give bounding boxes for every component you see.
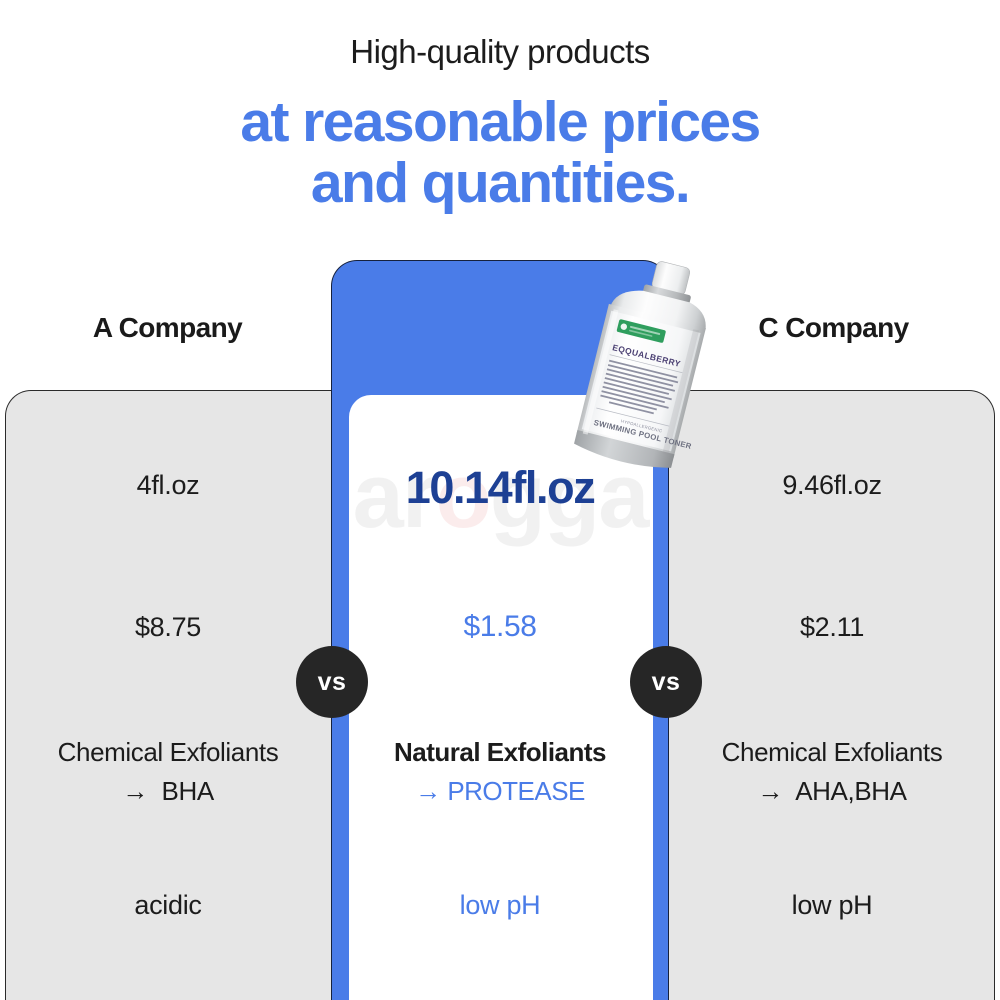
arrow-icon: → [122,776,148,806]
exfoliant-cell-a: Chemical Exfoliants → BHA [5,733,331,811]
headline-block: High-quality products at reasonable pric… [0,32,1000,214]
headline-main: at reasonable prices and quantities. [0,89,1000,215]
volume-value-c: 9.46fl.oz [782,470,882,500]
comparison-panel-a [5,390,331,1000]
price-value-a: $8.75 [134,612,202,642]
headline-main-line2: and quantities. [310,150,691,215]
exfoliant-type-center: Natural Exfoliants [393,737,607,767]
exfoliant-detail-a: → BHA [5,772,331,811]
price-value-c: $2.11 [799,612,865,642]
arrow-icon: → [415,776,441,806]
exfoliant-value-a: BHA [161,776,215,806]
ph-value-center: low pH [459,890,541,920]
exfoliant-value-center: PROTEASE [447,776,585,806]
exfoliant-cell-center: Natural Exfoliants → PROTEASE [348,733,652,811]
ph-value-c: low pH [791,890,873,920]
exfoliant-type-a: Chemical Exfoliants [57,737,279,767]
exfoliant-detail-c: → AHA,BHA [669,772,995,811]
column-header-c: C Company [758,312,909,343]
product-bottle-image: EQQUALBERRY HYPOALLERGENIC SWIMMING POOL… [574,261,706,468]
headline-main-line1: at reasonable prices [240,89,761,154]
vs-badge-left: vs [296,646,368,718]
exfoliant-detail-center: → PROTEASE [348,772,652,811]
volume-value-a: 4fl.oz [136,470,200,500]
arrow-icon: → [757,776,784,806]
exfoliant-type-c: Chemical Exfoliants [721,737,943,767]
volume-value-center: 10.14fl.oz [405,462,596,513]
comparison-panel-c [669,390,995,1000]
featured-title-line1: Swimming Pool [63,40,275,72]
exfoliant-cell-c: Chemical Exfoliants → AHA,BHA [669,733,995,811]
featured-title-line2: Toner [130,77,208,110]
column-header-a: A Company [92,312,243,343]
ph-value-a: acidic [134,890,202,920]
headline-subtitle: High-quality products [350,33,650,70]
exfoliant-value-c: AHA,BHA [795,776,907,806]
featured-product-title: Swimming Pool Toner [0,38,338,112]
price-value-center: $1.58 [463,610,537,643]
vs-badge-right: vs [630,646,702,718]
featured-card-inner [349,395,653,1000]
